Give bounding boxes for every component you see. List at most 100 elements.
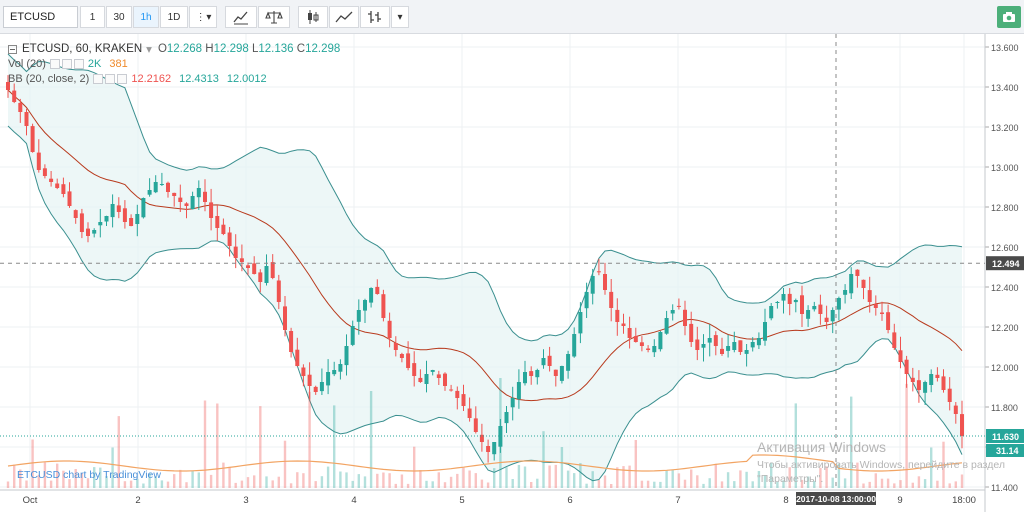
volume-bar [597, 480, 601, 488]
candle-body [73, 210, 78, 218]
volume-bar [333, 405, 336, 488]
indicators-button[interactable] [225, 6, 257, 28]
candle-body [18, 102, 23, 112]
bollinger-band-fill [8, 54, 962, 481]
volume-bar [523, 466, 527, 488]
candle-body [756, 338, 761, 346]
volume-bar [13, 464, 16, 488]
candle-body [498, 426, 503, 447]
volume-bar [111, 447, 114, 488]
candle-body [412, 363, 417, 376]
last-volume-badge [986, 444, 1024, 457]
candle-body [424, 374, 429, 384]
indicator-controls[interactable] [93, 74, 128, 84]
bb-lower-value: 12.0012 [226, 73, 267, 85]
x-tick-label: 4 [351, 495, 356, 506]
volume-bar [505, 467, 508, 488]
candle-body [283, 306, 287, 330]
volume-bar [831, 477, 834, 488]
candle-body [676, 305, 681, 307]
candle-body [467, 408, 472, 418]
volume-bar [843, 478, 847, 488]
volume-bar [93, 467, 96, 488]
collapse-legend-icon[interactable] [8, 44, 17, 54]
volume-bar [443, 482, 447, 488]
tradingview-credit-link[interactable]: ETCUSD chart by TradingView [17, 469, 161, 481]
candle-body [418, 377, 423, 382]
volume-bar [474, 473, 477, 488]
interval-1d-button[interactable]: 1D [160, 6, 188, 28]
volume-bar [277, 476, 280, 488]
snapshot-button[interactable] [997, 6, 1021, 28]
candle-body [793, 300, 798, 303]
interval-1h-button[interactable]: 1h [133, 6, 159, 28]
candle-body [953, 405, 958, 414]
candle-body [947, 388, 952, 402]
volume-bar [209, 474, 213, 488]
indicator-controls[interactable] [49, 59, 84, 69]
volume-bar [49, 480, 53, 488]
volume-bar [708, 478, 711, 488]
volume-bar [517, 464, 521, 488]
crosshair-price-label: 12.494 [992, 259, 1020, 269]
x-tick-label: 18:00 [952, 495, 976, 506]
candle-body [135, 214, 140, 224]
chart-style-dropdown[interactable]: ▾ [391, 6, 409, 28]
volume-bar [382, 472, 385, 488]
candle-body [129, 218, 134, 226]
bb-legend-label: BB (20, close, 2) [8, 73, 90, 85]
candles-style-button[interactable] [298, 6, 328, 28]
volume-bar [566, 470, 570, 488]
y-tick-label: 13.200 [991, 123, 1019, 133]
interval-1m-button[interactable]: 1 [80, 6, 105, 28]
volume-bar [68, 479, 71, 488]
candle-body [861, 279, 866, 288]
volume-bar [702, 483, 705, 488]
candle-body [356, 310, 361, 322]
volume-legend[interactable]: Vol (20) 2K 381 [8, 58, 128, 70]
candle-body [55, 183, 60, 188]
area-chart-icon [335, 11, 353, 23]
interval-30m-button[interactable]: 30 [106, 6, 132, 28]
volume-bar [573, 473, 576, 488]
volume-bar [739, 470, 742, 488]
x-tick-label: 5 [459, 495, 464, 506]
legend-menu-icon[interactable]: ▾ [146, 44, 152, 56]
bollinger-lower-line [7, 125, 963, 482]
volume-bar [154, 476, 157, 488]
compare-button[interactable] [258, 6, 290, 28]
low-value: 12.136 [258, 43, 294, 55]
indicators-icon [233, 11, 248, 25]
candle-body [166, 182, 170, 192]
volume-bar [480, 479, 484, 488]
bar-style-button[interactable] [360, 6, 390, 28]
candle-body [633, 336, 638, 342]
windows-activation-text: Чтобы активировать Windows, перейдите в … [757, 459, 1005, 485]
interval-dropdown-button[interactable]: ⋮ ▾ [189, 6, 217, 28]
area-style-button[interactable] [329, 6, 359, 28]
price-chart[interactable]: 13.600 13.400 13.200 13.000 12.800 12.600 12.4… [0, 34, 1024, 512]
symbol-search-input[interactable] [3, 6, 78, 28]
bollinger-legend[interactable]: BB (20, close, 2) 12.2162 12.4313 12.001… [8, 73, 267, 85]
candle-body [836, 298, 841, 310]
volume-bar [585, 483, 588, 488]
volume-bar [800, 479, 804, 488]
volume-bar [880, 478, 884, 488]
candle-body [892, 332, 897, 348]
candle-body [6, 82, 10, 90]
volume-bar [794, 403, 797, 488]
candle-body [375, 286, 380, 294]
volume-ma-value: 381 [109, 58, 128, 70]
candle-body [147, 190, 152, 195]
high-value: 12.298 [213, 43, 249, 55]
candle-body [326, 372, 331, 386]
volume-bar [326, 466, 330, 488]
volume-bar [25, 480, 28, 488]
candle-body [504, 412, 509, 424]
candle-body [141, 198, 146, 218]
volume-bar [511, 479, 514, 488]
volume-bar [259, 406, 262, 488]
volume-bar [948, 483, 951, 488]
candle-body [609, 291, 614, 308]
volume-bar [653, 481, 656, 488]
